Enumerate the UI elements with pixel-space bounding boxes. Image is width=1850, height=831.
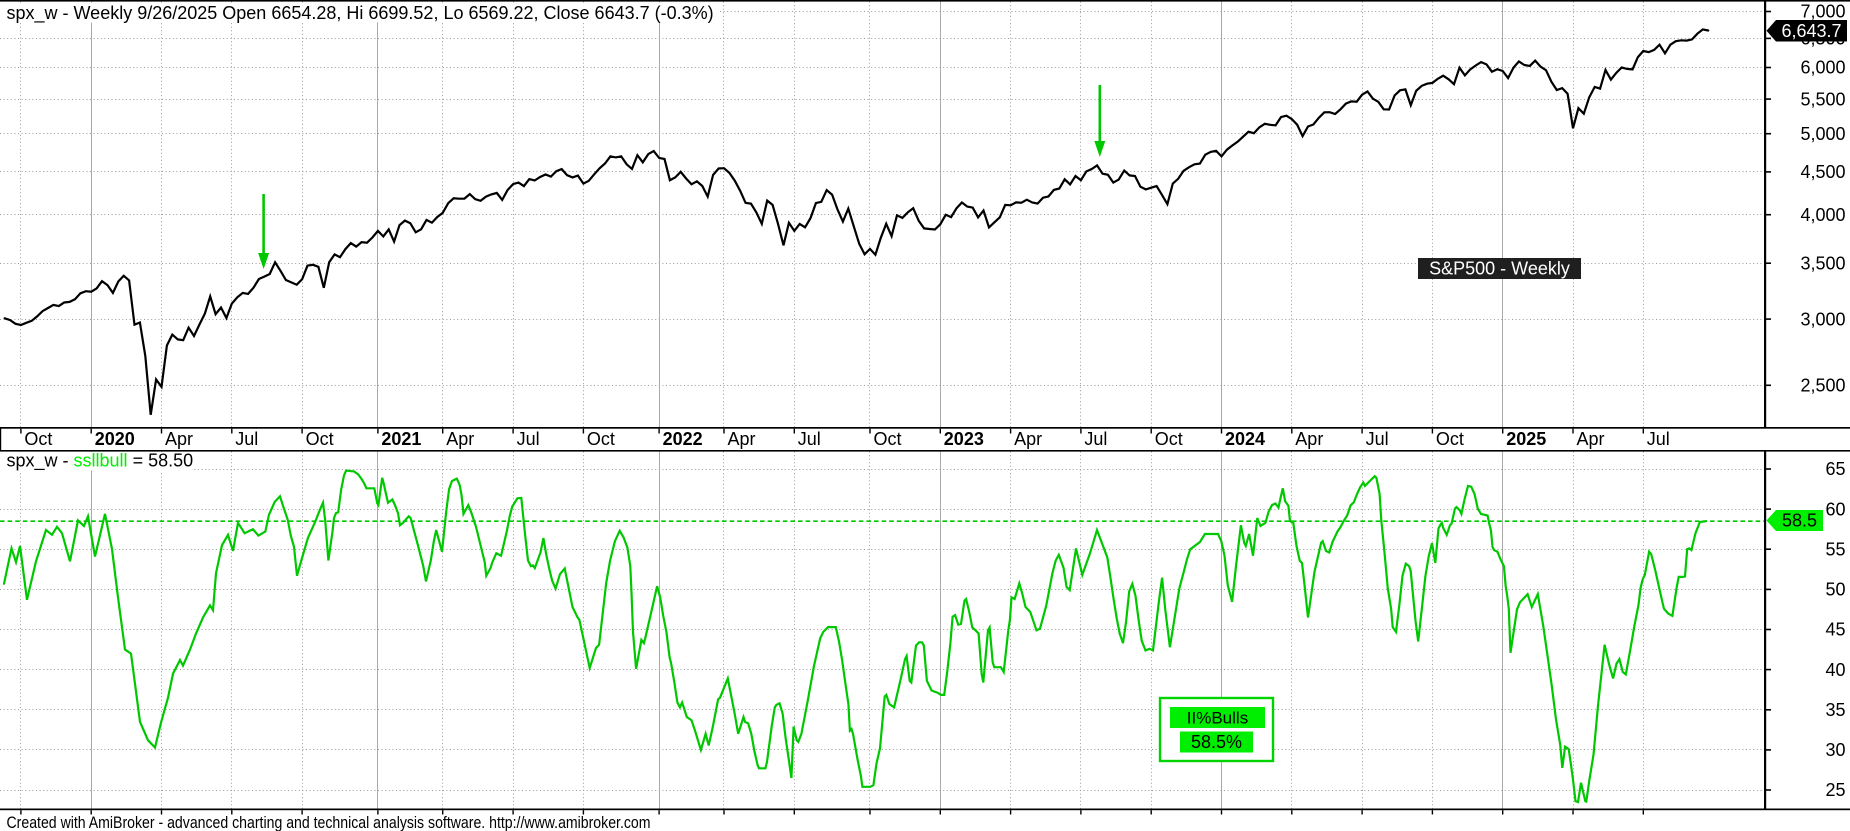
- svg-text:2025: 2025: [1506, 429, 1546, 449]
- svg-text:6,000: 6,000: [1800, 58, 1845, 78]
- svg-text:65: 65: [1825, 459, 1845, 479]
- svg-text:spx_w - Weekly 9/26/2025 Open: spx_w - Weekly 9/26/2025 Open 6654.28, H…: [7, 3, 714, 24]
- svg-text:4,000: 4,000: [1800, 205, 1845, 225]
- svg-text:Created with AmiBroker - advan: Created with AmiBroker - advanced charti…: [7, 813, 651, 831]
- svg-text:Apr: Apr: [1295, 429, 1323, 449]
- svg-text:Oct: Oct: [306, 429, 334, 449]
- svg-text:7,000: 7,000: [1800, 2, 1845, 22]
- svg-text:spx_w - ssllbull = 58.50: spx_w - ssllbull = 58.50: [7, 451, 194, 472]
- svg-text:35: 35: [1825, 700, 1845, 720]
- svg-text:2021: 2021: [381, 429, 421, 449]
- svg-text:Apr: Apr: [728, 429, 756, 449]
- svg-text:55: 55: [1825, 540, 1845, 560]
- svg-text:S&P500 - Weekly: S&P500 - Weekly: [1429, 259, 1570, 279]
- svg-text:2023: 2023: [944, 429, 984, 449]
- svg-text:5,500: 5,500: [1800, 89, 1845, 109]
- svg-text:2,500: 2,500: [1800, 376, 1845, 396]
- svg-text:Oct: Oct: [587, 429, 615, 449]
- svg-text:Oct: Oct: [1436, 429, 1464, 449]
- svg-text:50: 50: [1825, 580, 1845, 600]
- svg-text:6,643.7: 6,643.7: [1781, 21, 1841, 41]
- svg-text:Apr: Apr: [165, 429, 193, 449]
- svg-text:Jul: Jul: [1647, 429, 1670, 449]
- svg-text:25: 25: [1825, 780, 1845, 800]
- svg-text:Jul: Jul: [517, 429, 540, 449]
- svg-text:5,000: 5,000: [1800, 124, 1845, 144]
- svg-text:2020: 2020: [95, 429, 135, 449]
- svg-text:Apr: Apr: [1014, 429, 1042, 449]
- svg-text:Apr: Apr: [446, 429, 474, 449]
- svg-text:45: 45: [1825, 620, 1845, 640]
- svg-text:Jul: Jul: [798, 429, 821, 449]
- svg-text:Oct: Oct: [1155, 429, 1183, 449]
- svg-text:2024: 2024: [1225, 429, 1265, 449]
- svg-text:58.5: 58.5: [1782, 511, 1817, 531]
- svg-text:Oct: Oct: [24, 429, 52, 449]
- svg-text:3,000: 3,000: [1800, 309, 1845, 329]
- svg-text:40: 40: [1825, 660, 1845, 680]
- svg-text:60: 60: [1825, 499, 1845, 519]
- svg-text:2022: 2022: [663, 429, 703, 449]
- svg-text:4,500: 4,500: [1800, 162, 1845, 182]
- svg-text:58.5%: 58.5%: [1191, 732, 1242, 752]
- svg-text:Oct: Oct: [874, 429, 902, 449]
- svg-text:3,500: 3,500: [1800, 253, 1845, 273]
- svg-text:Jul: Jul: [235, 429, 258, 449]
- svg-text:Apr: Apr: [1577, 429, 1605, 449]
- svg-text:Jul: Jul: [1084, 429, 1107, 449]
- svg-text:30: 30: [1825, 740, 1845, 760]
- svg-text:Jul: Jul: [1366, 429, 1389, 449]
- svg-text:II%Bulls: II%Bulls: [1187, 709, 1248, 728]
